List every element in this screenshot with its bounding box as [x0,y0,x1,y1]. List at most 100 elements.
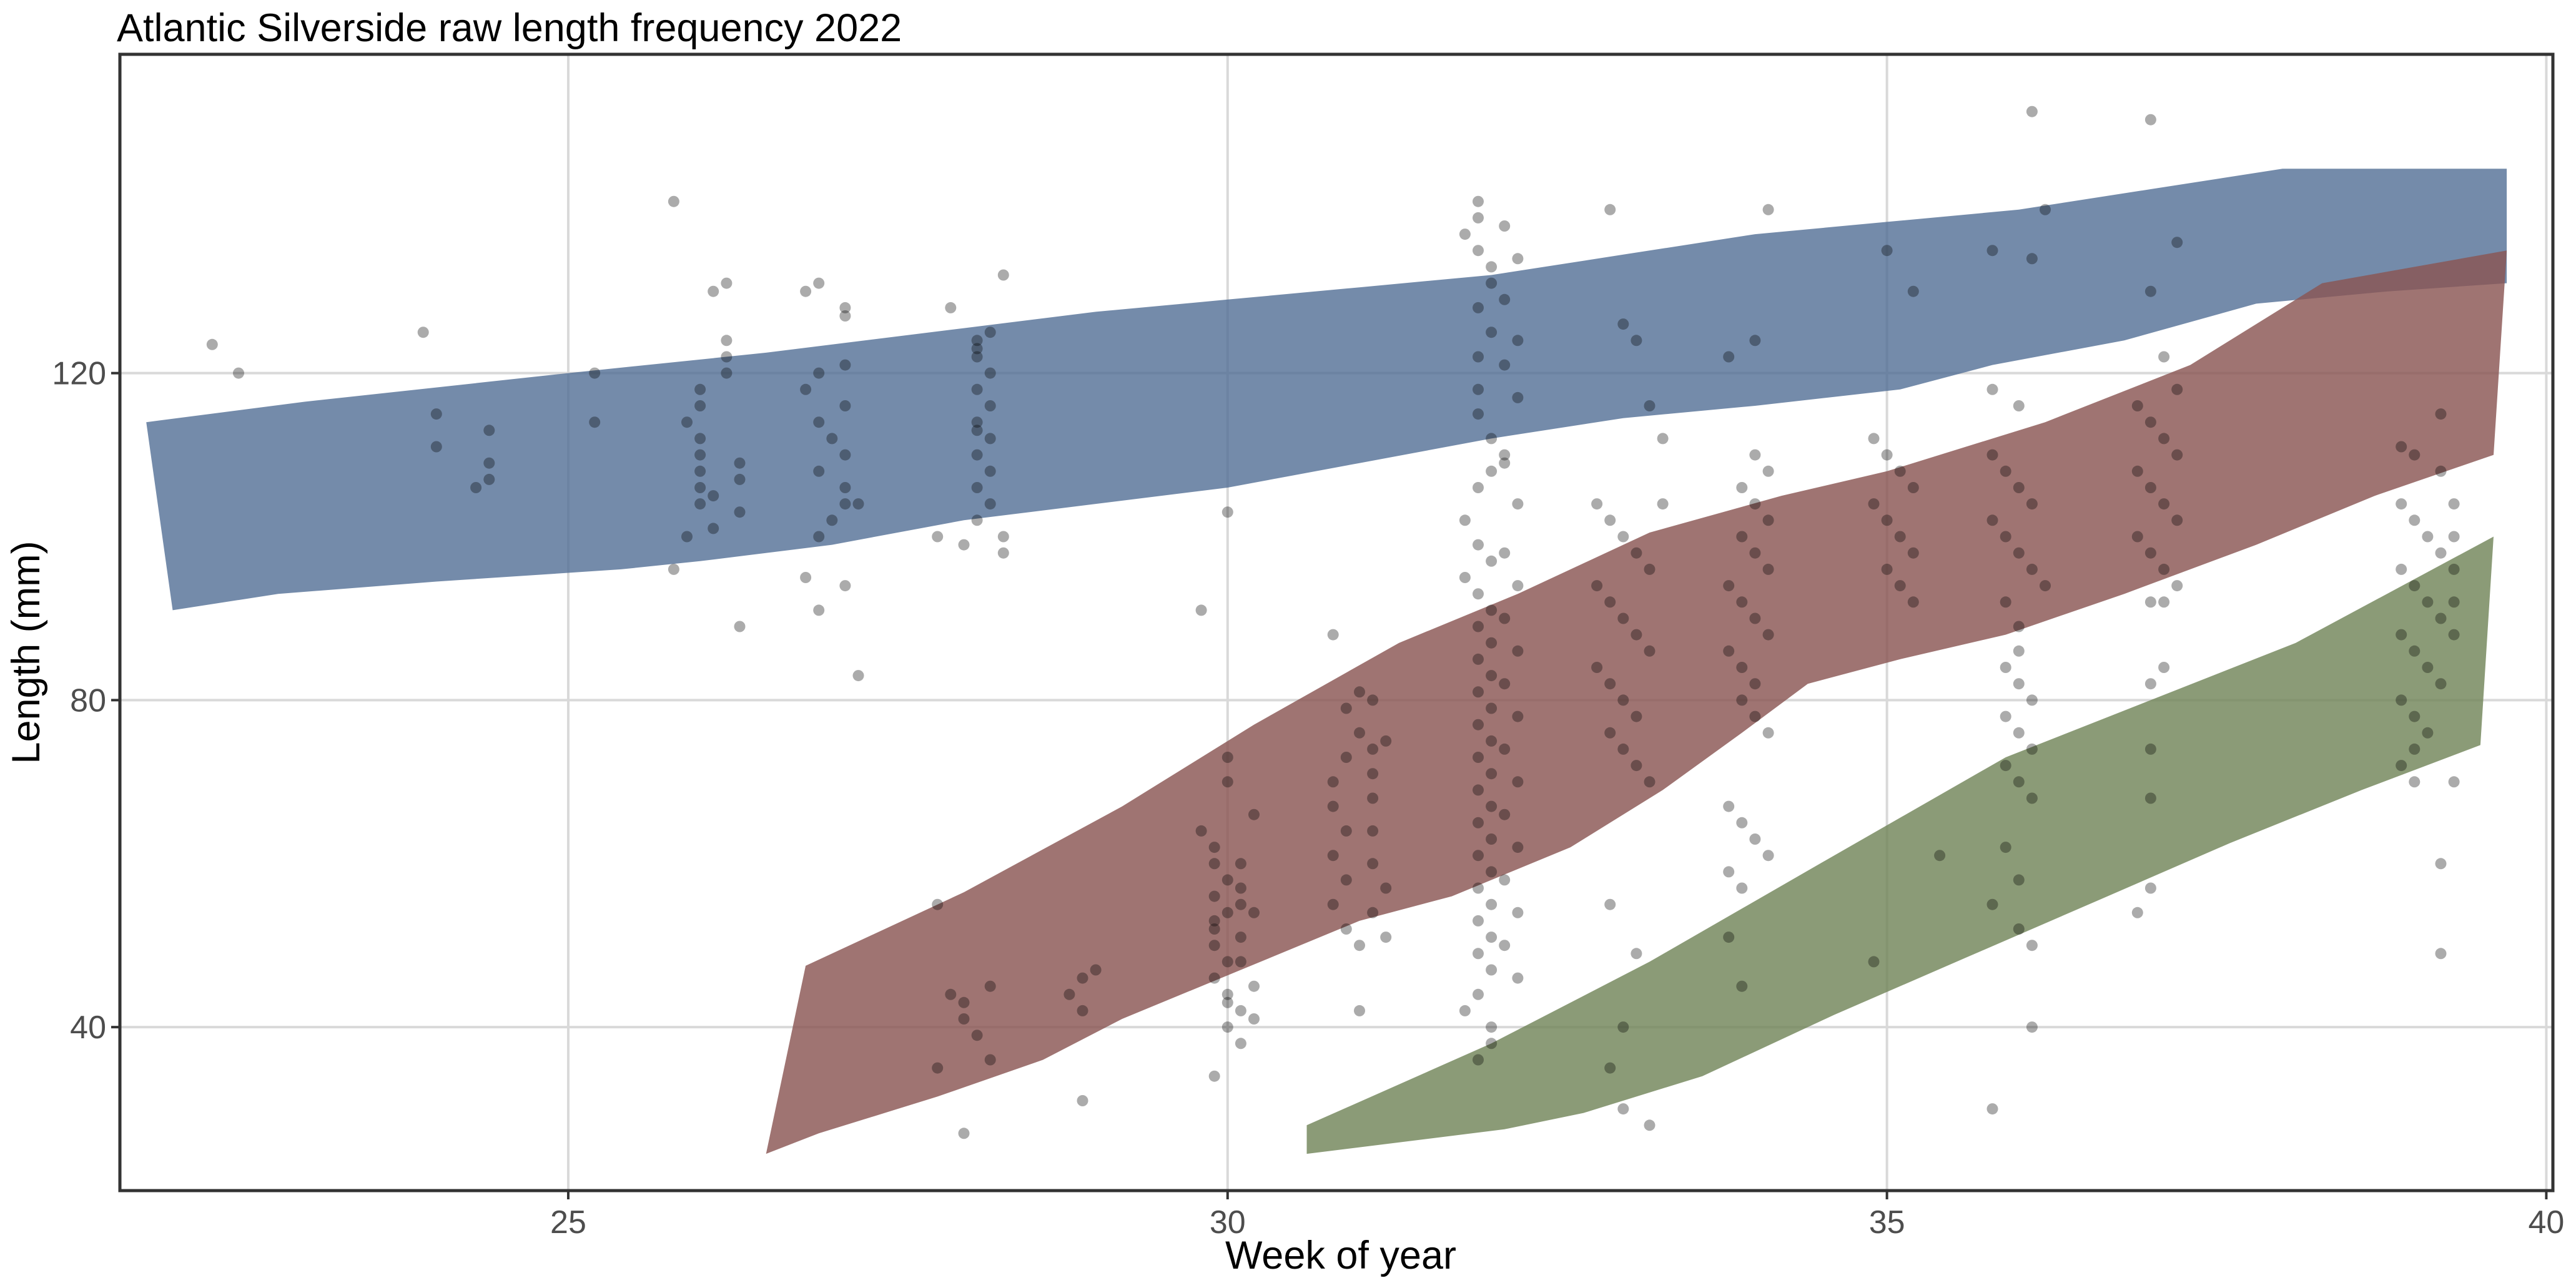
data-point [1986,514,1998,526]
data-point [1499,743,1511,755]
data-point [721,277,733,289]
data-point [839,580,851,592]
data-point [1380,932,1392,943]
data-point [1749,678,1761,690]
chart-title: Atlantic Silverside raw length frequency… [117,6,902,50]
data-point [1221,752,1233,763]
data-point [1604,898,1616,910]
data-point [1208,890,1220,902]
data-point [1617,1021,1629,1033]
data-point [2158,433,2170,445]
data-point [2040,204,2051,215]
data-point [813,465,825,477]
data-point [1512,776,1524,788]
data-point [1473,882,1484,894]
data-point [984,980,996,992]
data-point [1221,996,1233,1008]
data-point [1195,825,1207,837]
data-point [2013,923,2025,935]
data-point [1473,719,1484,730]
data-point [1221,1021,1233,1033]
data-point [694,498,706,510]
data-point [2409,645,2421,657]
data-point [984,367,996,379]
data-point [1486,932,1498,943]
data-point [839,359,851,371]
data-point [2171,580,2183,592]
data-point [1473,752,1484,763]
data-point [233,367,244,379]
data-point [1907,285,1919,297]
data-point [1473,850,1484,862]
data-point [721,351,733,363]
data-point [1459,229,1471,240]
data-point [589,416,601,428]
data-point [1473,988,1484,1000]
data-point [1235,932,1246,943]
data-point [1340,874,1352,886]
data-point [1749,612,1761,624]
data-point [1644,400,1656,411]
data-point [1604,727,1616,739]
data-point [1986,449,1998,461]
data-point [1894,465,1906,477]
data-point [2000,842,2011,853]
data-point [1736,817,1748,828]
data-point [2396,694,2407,706]
data-point [945,302,957,313]
data-point [1380,735,1392,747]
data-point [721,335,733,347]
data-point [1631,547,1642,559]
data-point [1644,776,1656,788]
data-point [668,563,679,575]
data-point [1868,433,1880,445]
data-point [997,531,1009,543]
data-point [1894,531,1906,543]
data-point [1195,604,1207,616]
plot-panel-border [118,52,2555,1192]
data-point [2396,563,2407,575]
data-point [1473,588,1484,600]
data-point [826,433,838,445]
data-point [2409,580,2421,592]
data-point [1591,580,1603,592]
data-point [1736,596,1748,608]
data-point [2435,612,2447,624]
data-point [1749,498,1761,510]
data-point [1499,457,1511,469]
data-point [2435,858,2447,870]
data-point [2435,547,2447,559]
data-point [971,425,983,436]
data-point [2435,678,2447,690]
data-point [1248,1013,1260,1025]
data-point [2409,776,2421,788]
data-point [1486,964,1498,976]
data-point [2448,498,2460,510]
data-point [1868,498,1880,510]
data-point [2422,596,2434,608]
data-point [1327,898,1339,910]
data-point [1486,1021,1498,1033]
data-point [1512,710,1524,722]
data-point [1459,514,1471,526]
data-point [2013,547,2025,559]
data-point [2396,498,2407,510]
data-point [1881,245,1893,257]
data-point [1631,629,1642,641]
data-point [1631,335,1642,347]
data-point [1473,948,1484,960]
data-point [945,988,957,1000]
data-point [1631,710,1642,722]
data-point [1736,980,1748,992]
data-point [2026,940,2038,951]
data-point [1473,195,1484,207]
data-point [2026,1021,2038,1033]
data-point [2171,449,2183,461]
data-point [984,1054,996,1066]
data-point [1986,1103,1998,1115]
data-point [1512,842,1524,853]
growth-bands [146,169,2507,1154]
data-point [1486,637,1498,649]
data-point [1723,580,1735,592]
data-point [483,473,495,485]
